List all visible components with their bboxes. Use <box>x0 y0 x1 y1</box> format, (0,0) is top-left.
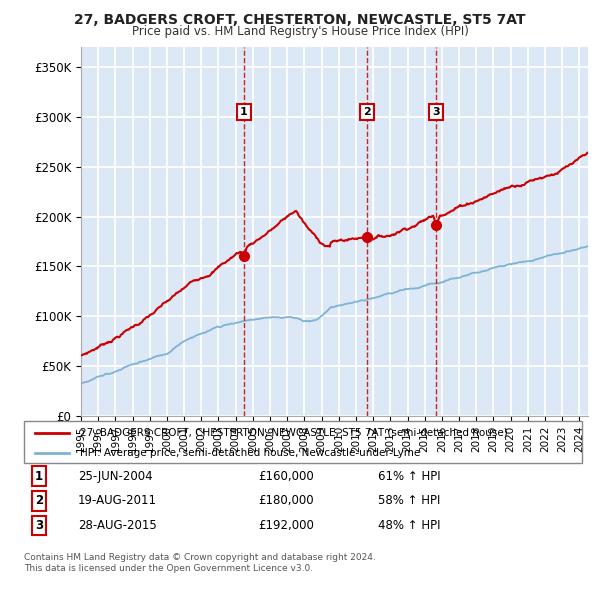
Text: 1: 1 <box>240 107 248 117</box>
Text: £180,000: £180,000 <box>258 494 314 507</box>
Text: 25-JUN-2004: 25-JUN-2004 <box>78 470 152 483</box>
Text: 58% ↑ HPI: 58% ↑ HPI <box>378 494 440 507</box>
Text: 19-AUG-2011: 19-AUG-2011 <box>78 494 157 507</box>
Text: HPI: Average price, semi-detached house, Newcastle-under-Lyme: HPI: Average price, semi-detached house,… <box>80 448 420 457</box>
Text: £160,000: £160,000 <box>258 470 314 483</box>
Text: 2: 2 <box>363 107 371 117</box>
Text: Contains HM Land Registry data © Crown copyright and database right 2024.: Contains HM Land Registry data © Crown c… <box>24 553 376 562</box>
Text: 48% ↑ HPI: 48% ↑ HPI <box>378 519 440 532</box>
Text: 3: 3 <box>35 519 43 532</box>
Text: 27, BADGERS CROFT, CHESTERTON, NEWCASTLE, ST5 7AT (semi-detached house): 27, BADGERS CROFT, CHESTERTON, NEWCASTLE… <box>80 428 508 438</box>
Text: 1: 1 <box>35 470 43 483</box>
Text: £192,000: £192,000 <box>258 519 314 532</box>
Text: 2: 2 <box>35 494 43 507</box>
Text: 3: 3 <box>432 107 440 117</box>
Text: 61% ↑ HPI: 61% ↑ HPI <box>378 470 440 483</box>
Text: 27, BADGERS CROFT, CHESTERTON, NEWCASTLE, ST5 7AT: 27, BADGERS CROFT, CHESTERTON, NEWCASTLE… <box>74 13 526 27</box>
Text: 28-AUG-2015: 28-AUG-2015 <box>78 519 157 532</box>
Text: This data is licensed under the Open Government Licence v3.0.: This data is licensed under the Open Gov… <box>24 565 313 573</box>
Text: Price paid vs. HM Land Registry's House Price Index (HPI): Price paid vs. HM Land Registry's House … <box>131 25 469 38</box>
